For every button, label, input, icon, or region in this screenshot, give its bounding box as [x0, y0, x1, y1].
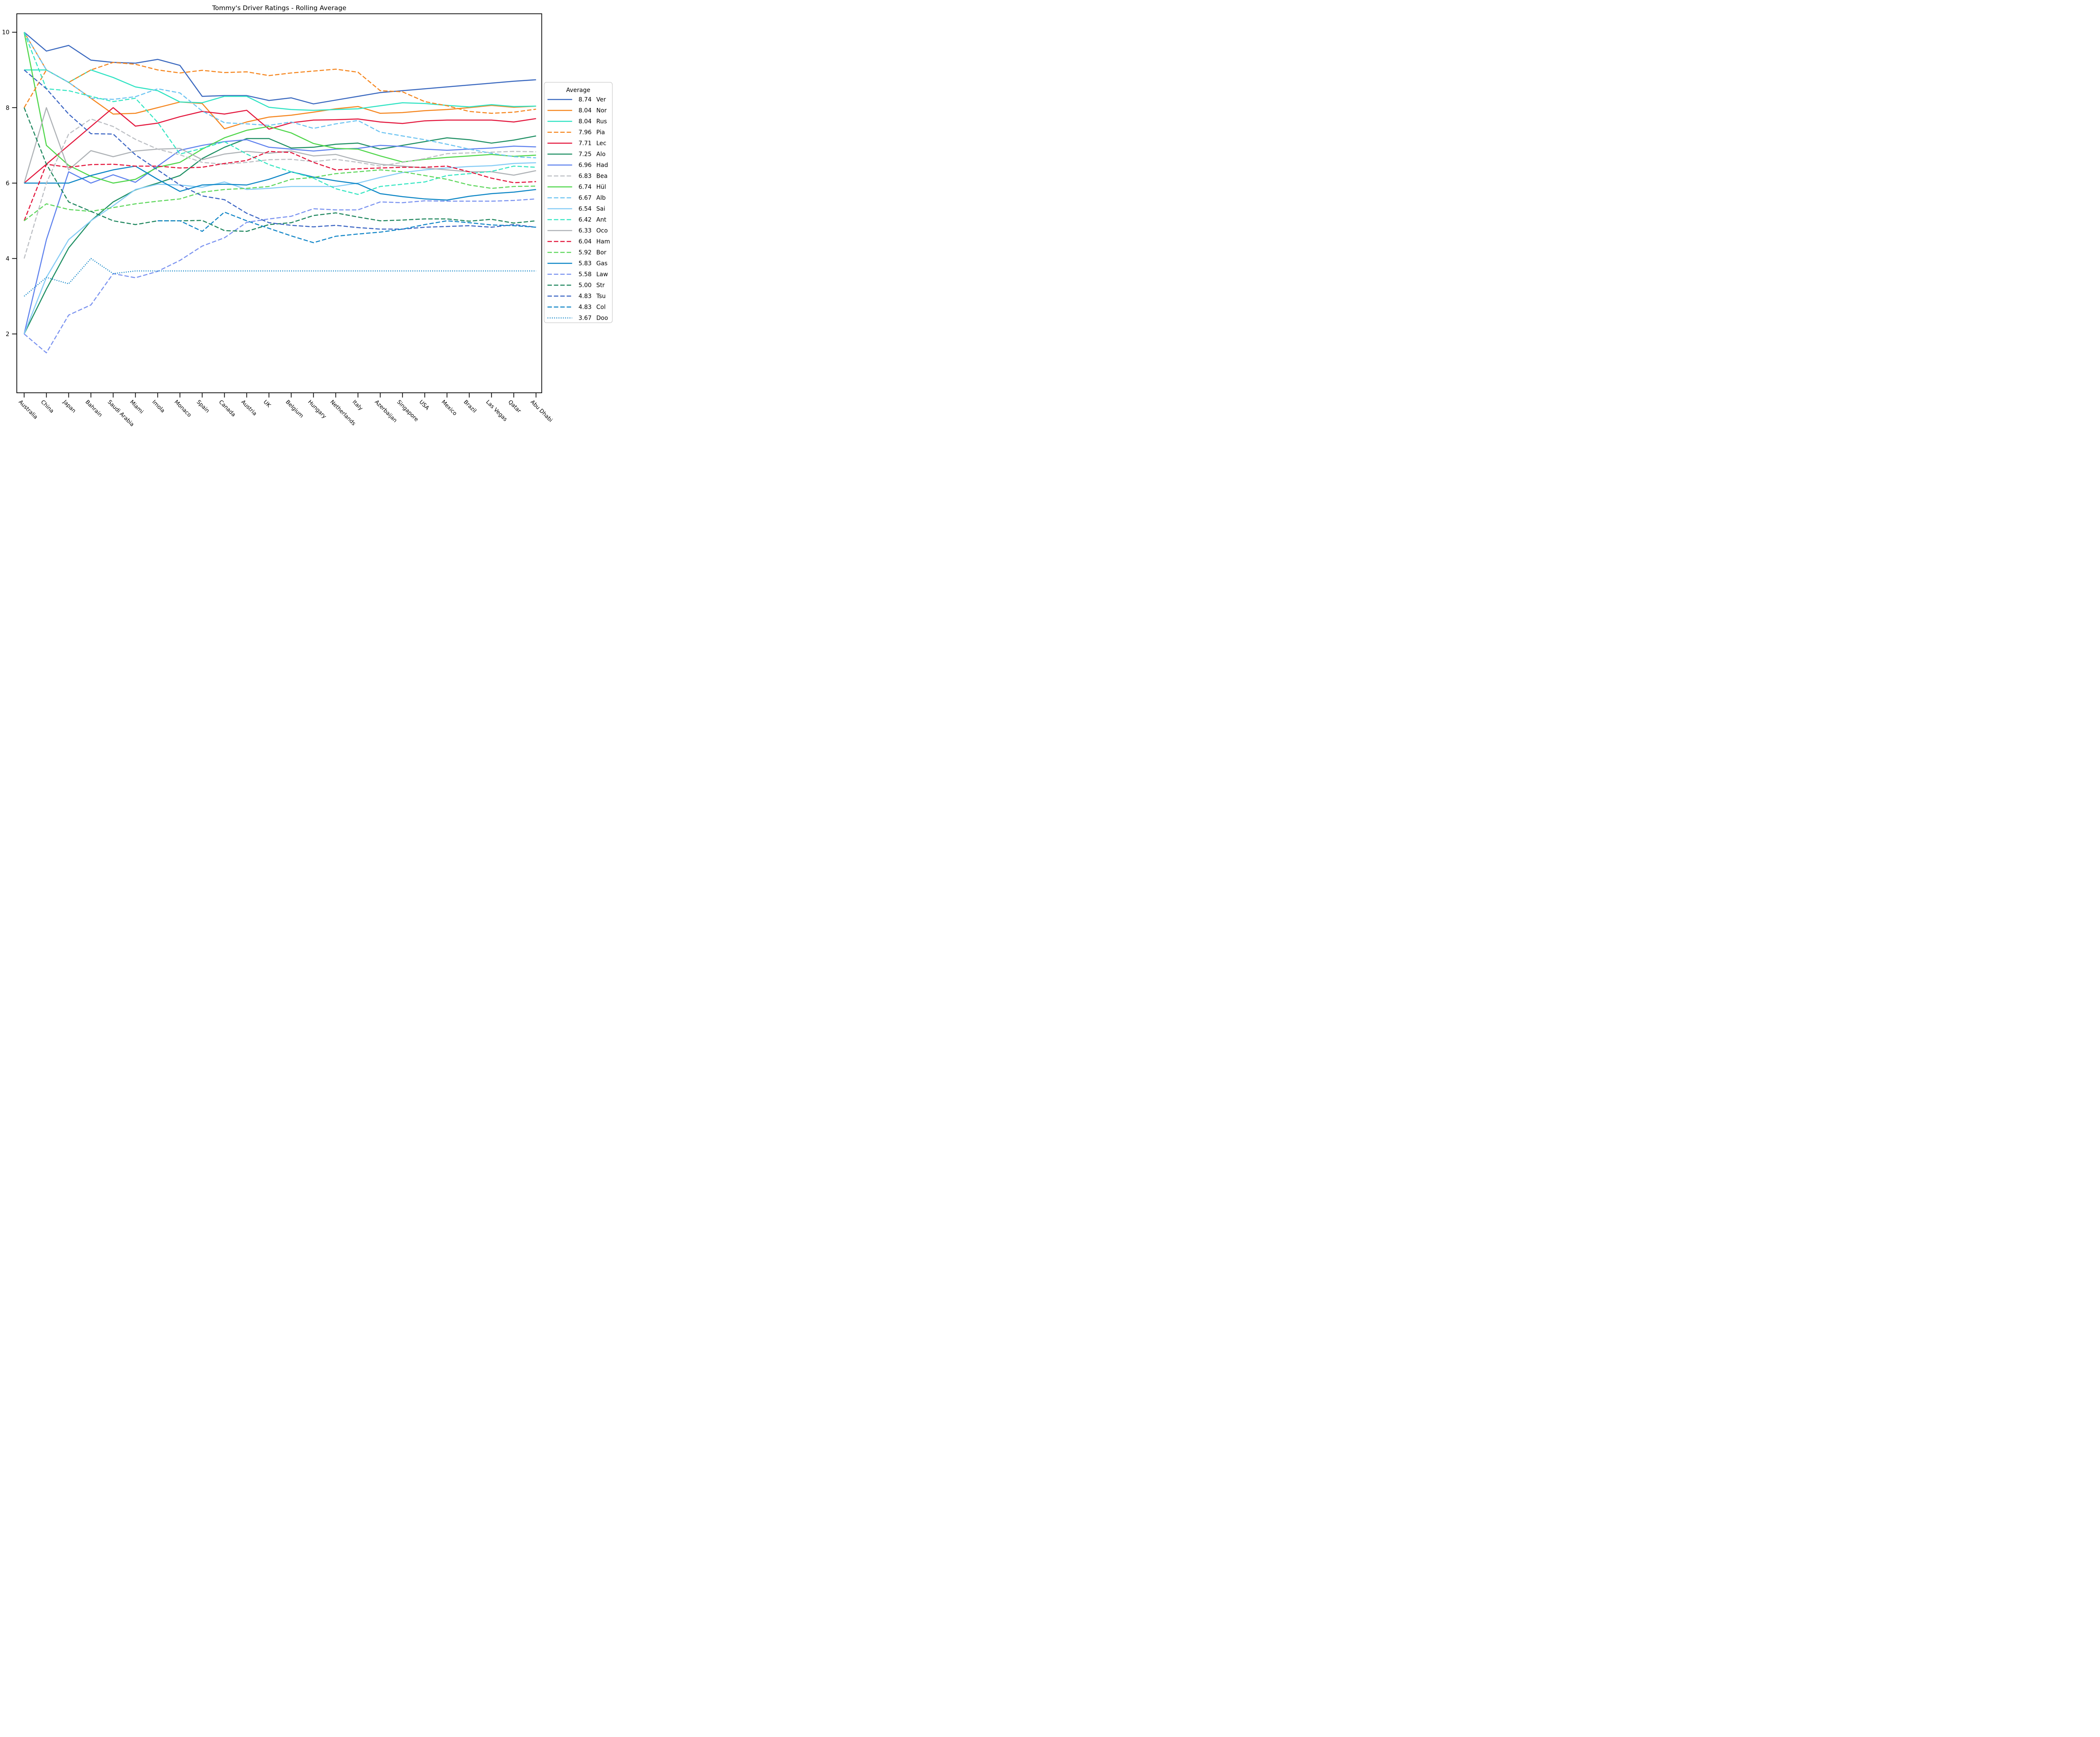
legend-item-ver: 8.74 Ver: [547, 96, 606, 103]
legend-driver-label: Doo: [596, 315, 608, 321]
legend-driver-label: Lec: [596, 140, 606, 147]
legend-average-value: 5.00: [578, 282, 591, 289]
series-line-hül: [24, 32, 536, 184]
y-tick-label: 4: [6, 255, 10, 262]
legend-average-value: 6.67: [578, 194, 591, 201]
legend-title: Average: [566, 87, 590, 94]
legend-item-bea: 6.83 Bea: [547, 173, 608, 179]
legend-average-value: 8.04: [578, 107, 591, 114]
legend-driver-label: Hül: [596, 184, 606, 190]
legend-driver-label: Nor: [596, 107, 607, 114]
series-line-law: [24, 198, 536, 354]
legend-driver-label: Ham: [596, 238, 610, 245]
y-tick-label: 8: [6, 105, 10, 111]
series-line-tsu: [24, 69, 536, 230]
legend-average-value: 8.74: [578, 96, 591, 103]
legend-driver-label: Ant: [596, 216, 606, 223]
legend-box: [543, 82, 613, 323]
legend-average-value: 6.33: [578, 227, 591, 234]
legend-average-value: 6.54: [578, 205, 591, 212]
legend-item-sai: 6.54 Sai: [547, 205, 605, 212]
legend-average-value: 6.42: [578, 216, 591, 223]
legend-driver-label: Had: [596, 162, 608, 168]
y-tick-label: 2: [6, 331, 10, 338]
legend-driver-label: Rus: [596, 118, 607, 125]
legend-item-col: 4.83 Col: [547, 304, 606, 310]
series-line-ham: [24, 151, 536, 221]
legend-item-hül: 6.74 Hül: [547, 184, 606, 190]
series-line-bor: [24, 169, 536, 221]
y-tick-label: 10: [2, 29, 10, 36]
legend-item-ham: 6.04 Ham: [547, 238, 610, 245]
series-line-rus: [24, 69, 536, 111]
legend-driver-label: Ver: [596, 96, 606, 103]
legend-average-value: 4.83: [578, 293, 591, 300]
y-tick-label: 6: [6, 180, 10, 187]
series-layer: [24, 32, 536, 354]
legend-average-value: 5.92: [578, 249, 591, 256]
legend-driver-label: Alb: [596, 194, 606, 201]
legend-driver-label: Tsu: [596, 293, 606, 300]
legend-item-alo: 7.25 Alo: [547, 151, 606, 158]
legend-average-value: 6.96: [578, 162, 591, 168]
figure-background: [0, 0, 614, 434]
series-line-ant: [24, 32, 536, 195]
legend-driver-label: Bor: [596, 249, 606, 256]
legend-driver-label: Law: [596, 271, 608, 278]
series-line-col: [158, 211, 536, 243]
legend-driver-label: Oco: [596, 227, 608, 234]
legend-item-lec: 7.71 Lec: [547, 140, 606, 147]
legend-driver-label: Col: [596, 304, 606, 310]
legend-item-doo: 3.67 Doo: [547, 315, 608, 321]
series-line-alb: [24, 32, 536, 158]
legend-average-value: 7.71: [578, 140, 591, 147]
legend-driver-label: Pia: [596, 129, 605, 136]
series-line-doo: [24, 258, 536, 297]
series-line-lec: [24, 107, 536, 184]
legend-average-value: 4.83: [578, 304, 591, 310]
y-axis: 2 4 6 8 10: [2, 29, 17, 338]
legend-average-value: 6.04: [578, 238, 591, 245]
legend-item-gas: 5.83 Gas: [547, 260, 608, 267]
legend-driver-label: Alo: [596, 151, 606, 158]
plot-border: [16, 13, 542, 393]
legend-average-value: 5.83: [578, 260, 591, 267]
legend-item-oco: 6.33 Oco: [547, 227, 608, 234]
chart-title: Tommy's Driver Ratings - Rolling Average: [212, 4, 346, 12]
legend-item-nor: 8.04 Nor: [547, 107, 607, 114]
legend-average-value: 7.25: [578, 151, 591, 158]
legend-item-ant: 6.42 Ant: [547, 216, 606, 223]
legend-item-law: 5.58 Law: [547, 271, 608, 278]
legend-average-value: 7.96: [578, 129, 591, 136]
legend-item-tsu: 4.83 Tsu: [547, 293, 606, 300]
legend-item-pia: 7.96 Pia: [547, 129, 605, 136]
legend: Average 8.74 Ver 8.04 Nor 8.04 Rus 7.96 Pia 7.71…: [543, 82, 613, 323]
legend-driver-label: Bea: [596, 173, 608, 179]
legend-average-value: 6.74: [578, 184, 591, 190]
legend-item-bor: 5.92 Bor: [547, 249, 606, 256]
legend-average-value: 6.83: [578, 173, 591, 179]
legend-item-alb: 6.67 Alb: [547, 194, 606, 201]
series-line-ver: [24, 32, 536, 105]
series-line-alo: [24, 135, 536, 334]
legend-item-had: 6.96 Had: [547, 162, 608, 168]
legend-average-value: 8.04: [578, 118, 591, 125]
figure: Tommy's Driver Ratings - Rolling Average…: [0, 0, 614, 434]
legend-average-value: 3.67: [578, 315, 591, 321]
legend-item-rus: 8.04 Rus: [547, 118, 607, 125]
legend-average-value: 5.58: [578, 271, 591, 278]
legend-driver-label: Str: [596, 282, 605, 289]
legend-item-str: 5.00 Str: [547, 282, 605, 289]
series-line-had: [24, 139, 536, 334]
series-line-gas: [24, 166, 536, 201]
legend-driver-label: Gas: [596, 260, 608, 267]
legend-driver-label: Sai: [596, 205, 605, 212]
